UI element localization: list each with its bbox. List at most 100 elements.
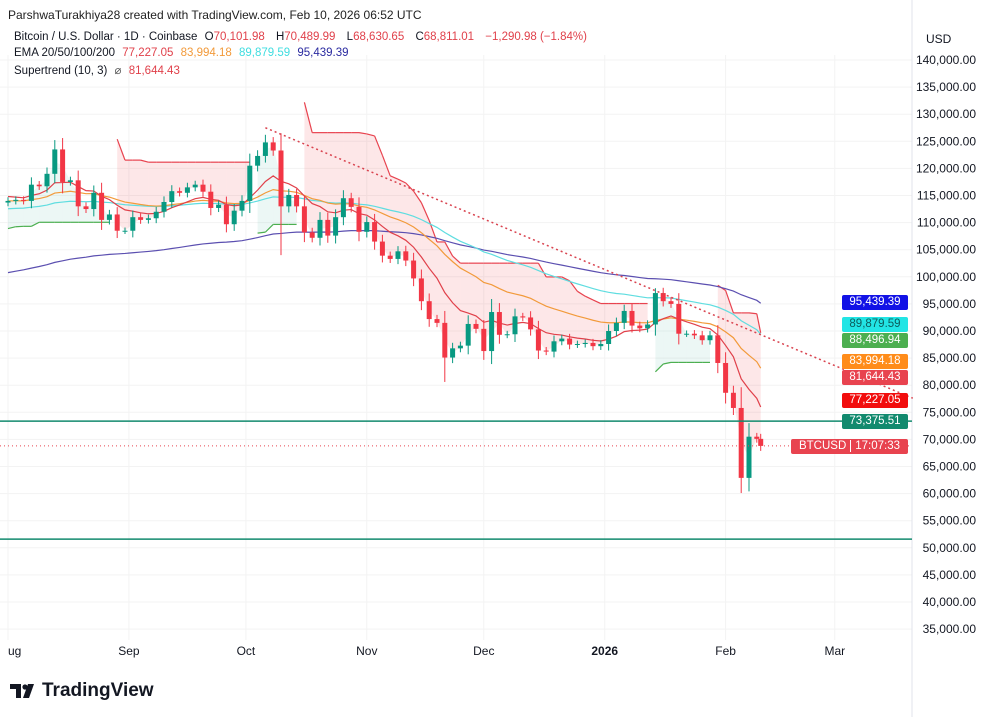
hidden-eye-icon[interactable]: ⌀ [114,65,122,77]
supertrend-down-segment [748,312,757,315]
candle-body [457,345,463,349]
supertrend-fill [265,146,274,233]
price-tick-label: 90,000.00 [923,324,977,338]
ema100-value: 89,879.59 [238,47,291,59]
price-tick-label: 65,000.00 [923,460,977,474]
supertrend-fill [374,135,383,249]
candle-body [754,436,760,439]
candle-body [621,310,627,323]
supertrend-fill [187,162,196,191]
candle-body [106,214,112,220]
supertrend-legend: Supertrend (10, 3) ⌀ 81,644.43 [14,63,184,77]
supertrend-label[interactable]: Supertrend (10, 3) [14,65,108,77]
candle-body [668,301,674,304]
candle-body [465,323,471,346]
candle-body [450,348,456,358]
supertrend-fill [632,303,640,327]
candle-body [138,217,144,220]
supertrend-fill [148,162,157,220]
supertrend-fill [156,162,164,216]
price-tick-label: 40,000.00 [923,595,977,609]
supertrend-fill [15,200,24,227]
price-tag: 77,227.05 [842,393,908,408]
candle-body [177,191,183,193]
candle-body [36,184,42,187]
supertrend-fill [312,132,320,236]
candle-body [684,333,690,335]
price-tick-label: 70,000.00 [923,432,977,446]
change-value: −1,290.98 (−1.84%) [485,31,587,43]
supertrend-down-segment [592,299,602,305]
ema20-line [7,175,762,408]
candle-body [481,328,487,352]
price-tick-label: 80,000.00 [923,378,977,392]
candle-body [629,310,635,326]
supertrend-fill [39,180,47,223]
supertrend-fill [756,313,761,443]
price-tick-label: 85,000.00 [923,351,977,365]
symbol-name[interactable]: Bitcoin / U.S. Dollar · 1D · Coinbase [14,31,198,43]
candle-body [122,230,128,232]
candle-body [676,303,682,334]
candle-body [738,407,744,478]
candle-body [340,198,346,218]
candle-body [309,232,315,238]
ema200-value: 95,439.39 [297,47,349,59]
time-tick-label: Mar [824,644,845,658]
supertrend-value: 81,644.43 [128,65,180,77]
price-tick-label: 105,000.00 [916,243,976,257]
supertrend-down-segment [413,190,422,204]
price-tag: 89,879.59 [842,317,908,332]
price-tick-label: 115,000.00 [917,189,976,203]
candle-body [691,333,697,336]
supertrend-fill [125,160,133,231]
supertrend-fill [616,303,625,327]
supertrend-fill [288,200,297,225]
candle-body [208,191,214,208]
time-tick-label: ug [8,644,21,658]
supertrend-up-segment [257,231,266,234]
candle-body [75,180,81,207]
supertrend-down-segment [397,178,407,184]
supertrend-fill [554,276,562,347]
candle-body [301,206,307,233]
supertrend-fill [351,132,359,220]
supertrend-fill [171,162,180,197]
supertrend-fill [195,162,203,189]
candle-body [574,344,580,346]
candle-body [723,362,729,393]
symbol-legend: Bitcoin / U.S. Dollar · 1D · Coinbase O7… [14,31,591,43]
price-tick-label: 50,000.00 [923,541,977,555]
trend-line [265,127,914,399]
supertrend-down-segment [452,255,461,264]
candle-body [348,198,354,207]
supertrend-down-segment [381,155,391,177]
price-tick-label: 45,000.00 [923,568,977,582]
ema-label[interactable]: EMA 20/50/100/200 [14,47,116,59]
candle-body [99,192,105,220]
candle-body [216,204,222,208]
candle-body [496,312,502,335]
supertrend-down-segment [725,290,734,314]
close-value: 68,811.01 [423,31,475,43]
candle-body [356,206,362,232]
price-tick-label: 95,000.00 [923,297,977,311]
supertrend-fill [593,299,601,346]
candle-body [567,338,573,345]
candle-body [192,184,198,188]
open-value: 70,101.98 [213,31,265,43]
supertrend-down-segment [420,202,430,221]
candle-body [582,342,588,345]
candle-body [512,316,518,335]
supertrend-fill [23,192,32,227]
price-tick-label: 140,000.00 [916,53,976,67]
candle-body [333,217,339,236]
bar-countdown: 17:07:33 [850,440,901,452]
supertrend-fill [117,139,125,231]
supertrend-down-segment [389,175,399,180]
logo-text: TradingView [42,680,154,701]
candle-body [660,293,666,302]
supertrend-fill [663,297,671,365]
currency-label[interactable]: USD [926,32,952,46]
